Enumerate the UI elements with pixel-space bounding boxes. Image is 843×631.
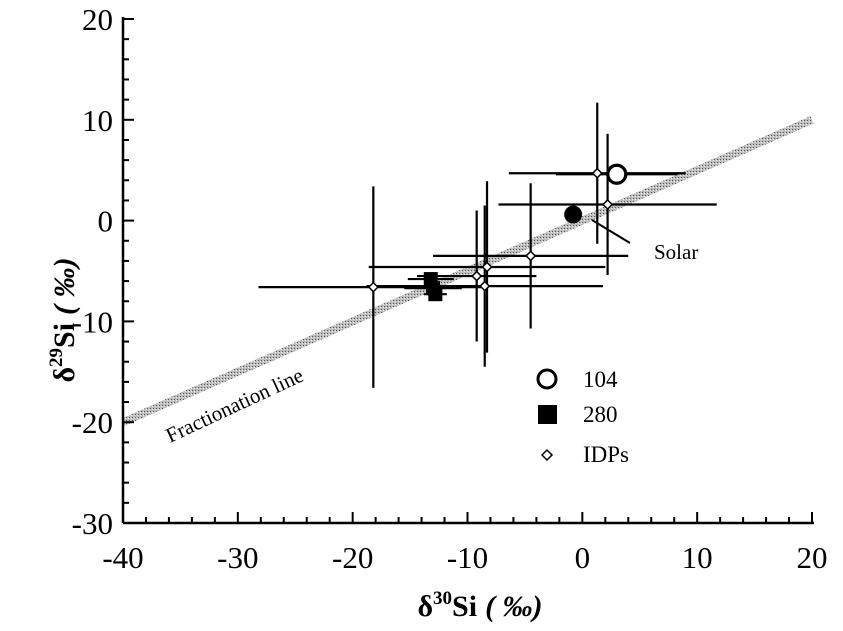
solar-pointer-line (591, 219, 631, 244)
point-idp (471, 270, 483, 282)
point-idp (525, 250, 537, 262)
solar-label: Solar (654, 240, 698, 264)
fractionation-line (121, 116, 814, 426)
point-idp (367, 281, 379, 293)
point-280 (428, 287, 443, 302)
x-axis-label: δ30Si( ‰) (417, 588, 542, 623)
data-points (367, 163, 628, 302)
y-tick-label: 0 (98, 204, 114, 239)
y-axis-label-element: Si (48, 323, 81, 348)
x-tick-label: 0 (575, 540, 591, 575)
x-tick-label: -10 (447, 540, 488, 575)
y-tick-label: -30 (72, 506, 113, 541)
x-tick-label: -20 (332, 540, 373, 575)
legend-label-280: 280 (583, 402, 618, 427)
legend-label-idps: IDPs (583, 442, 629, 467)
legend: 104 280 IDPs (536, 367, 629, 467)
point-idp (591, 167, 603, 179)
error-bars (258, 102, 717, 388)
y-tick-labels: 20 10 0 -10 -20 -30 (72, 2, 113, 541)
legend-marker-280 (538, 405, 557, 424)
point-solar (564, 205, 583, 224)
point-104 (606, 163, 628, 185)
x-tick-label: 20 (797, 540, 828, 575)
y-tick-label: -10 (72, 304, 113, 339)
y-tick-label: -20 (72, 405, 113, 440)
axis-ticks (122, 18, 813, 524)
y-tick-label: 20 (82, 2, 113, 37)
legend-marker-idps (540, 448, 554, 462)
y-tick-label: 10 (82, 103, 113, 138)
x-axis-label-delta: δ (417, 590, 433, 623)
x-tick-label: 10 (682, 540, 713, 575)
x-tick-label: -30 (217, 540, 258, 575)
y-axis-label-delta: δ (48, 367, 81, 383)
x-tick-labels: -40 -30 -20 -10 0 10 20 (102, 540, 827, 575)
point-idp (602, 198, 614, 211)
y-axis-label-isotope-mass: 29 (46, 348, 67, 367)
x-tick-label: -40 (102, 540, 143, 575)
y-axis-label: δ29Si ( ‰) (46, 257, 81, 382)
legend-marker-104 (536, 368, 558, 390)
point-idp (481, 261, 493, 273)
legend-label-104: 104 (583, 367, 618, 392)
y-axis-label-unit: ( ‰) (48, 257, 81, 314)
x-axis-label-isotope-mass: 30 (433, 588, 452, 609)
x-axis-label-element: Si (452, 590, 477, 623)
point-idp (479, 280, 491, 292)
x-axis-label-unit: ( ‰) (485, 590, 542, 623)
